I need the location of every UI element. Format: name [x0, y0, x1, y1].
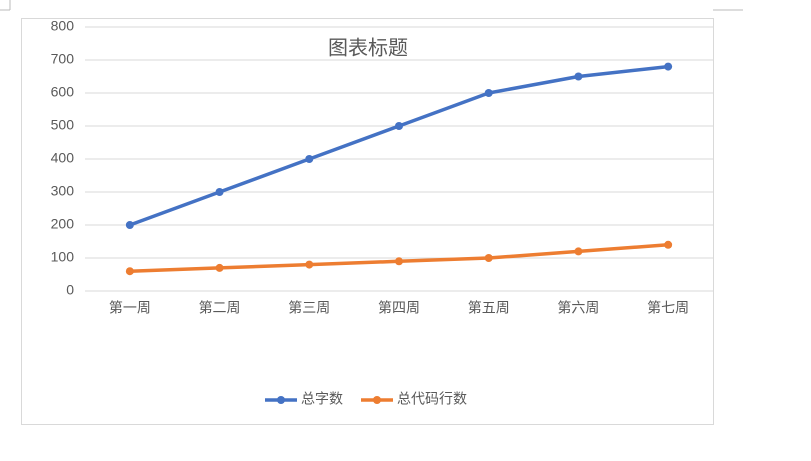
data-point [395, 122, 403, 130]
x-tick-label: 第四周 [378, 300, 420, 316]
data-point [484, 254, 493, 262]
data-point [125, 267, 134, 276]
x-tick-label: 第一周 [109, 300, 151, 316]
data-point [574, 72, 583, 81]
y-tick-label: 600 [51, 84, 75, 100]
data-point [215, 263, 224, 272]
data-point [395, 257, 403, 266]
x-tick-label: 第六周 [557, 300, 599, 316]
data-point [125, 221, 134, 229]
y-tick-label: 100 [51, 249, 75, 265]
legend-marker [373, 396, 381, 404]
data-point [484, 89, 493, 97]
x-tick-label: 第五周 [468, 300, 510, 316]
x-tick-label: 第二周 [199, 300, 241, 316]
chart-title: 图表标题 [328, 36, 408, 59]
y-tick-label: 400 [51, 150, 75, 166]
legend-label: 总代码行数 [397, 391, 467, 407]
y-tick-label: 800 [51, 18, 75, 34]
data-point [305, 155, 314, 163]
x-tick-label: 第七周 [647, 300, 689, 316]
legend-label: 总字数 [301, 391, 343, 407]
y-tick-label: 700 [51, 51, 75, 67]
y-tick-label: 200 [51, 216, 75, 232]
data-point [574, 247, 583, 256]
y-tick-label: 300 [51, 183, 75, 199]
data-point [305, 260, 314, 269]
legend-marker [277, 396, 285, 404]
y-tick-label: 500 [51, 117, 75, 133]
chart-frame [21, 18, 714, 425]
y-tick-label: 0 [66, 282, 74, 298]
data-point [664, 240, 673, 249]
data-point [664, 62, 673, 71]
data-point [215, 188, 224, 196]
x-tick-label: 第三周 [288, 300, 330, 316]
